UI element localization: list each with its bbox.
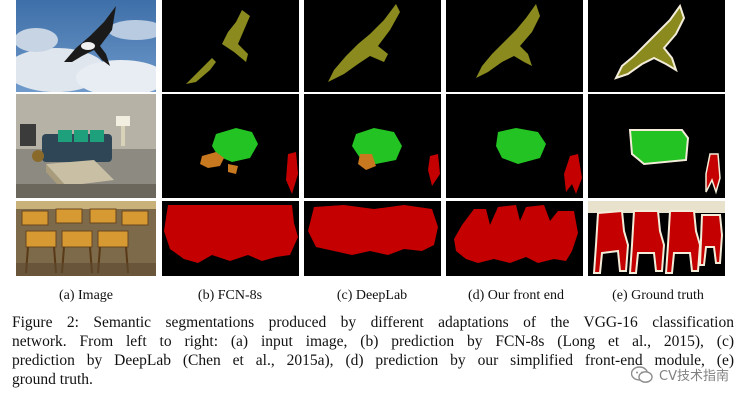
ground-truth-living-room-mask — [588, 94, 725, 198]
ground-truth-chairs-mask — [588, 201, 725, 276]
fcn-8s-bird-mask — [162, 0, 299, 92]
deeplab-living-room-mask — [304, 94, 441, 198]
input-image-chairs — [16, 201, 156, 276]
deeplab-bird-mask — [304, 0, 441, 92]
watermark-text: CV技术指南 — [659, 369, 729, 384]
input-image-living-room — [16, 94, 156, 198]
watermark: CV技术指南 — [631, 365, 729, 384]
fcn-8s-chairs-mask — [162, 201, 299, 276]
caption-line: Figure 2: Semantic segmentations produce… — [12, 314, 734, 331]
front-end-bird-mask — [446, 0, 583, 92]
fcn-8s-living-room-mask — [162, 94, 299, 198]
caption-line: ground truth. — [12, 371, 93, 388]
caption-line: prediction by DeepLab (Chen et al., 2015… — [12, 352, 734, 369]
column-label-fcn-8s: (b) FCN-8s — [197, 288, 263, 303]
wechat-icon — [631, 365, 653, 383]
front-end-living-room-mask — [446, 94, 583, 198]
input-image-bird — [16, 0, 156, 92]
figure-caption: Figure 2: Semantic segmentations produce… — [12, 313, 734, 389]
column-label-deeplab: (c) DeepLab — [336, 288, 408, 303]
ground-truth-bird-mask — [588, 0, 725, 92]
deeplab-chairs-mask — [304, 201, 441, 276]
column-label-image: (a) Image — [58, 288, 114, 303]
column-label-ground-truth: (e) Ground truth — [612, 288, 704, 303]
caption-line: network. From left to right: (a) input i… — [12, 333, 734, 350]
front-end-chairs-mask — [446, 201, 583, 276]
column-label-front-end: (d) Our front end — [467, 288, 565, 303]
